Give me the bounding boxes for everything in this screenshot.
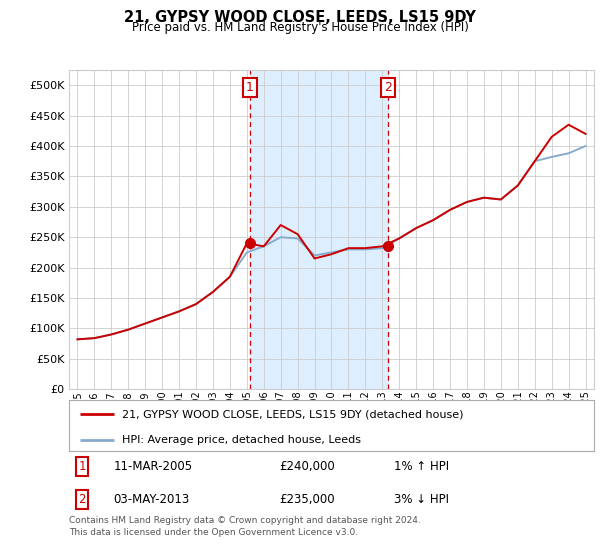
Text: 21, GYPSY WOOD CLOSE, LEEDS, LS15 9DY: 21, GYPSY WOOD CLOSE, LEEDS, LS15 9DY	[124, 10, 476, 25]
Text: 3% ↓ HPI: 3% ↓ HPI	[395, 493, 449, 506]
Text: 1% ↑ HPI: 1% ↑ HPI	[395, 460, 449, 473]
Text: 21, GYPSY WOOD CLOSE, LEEDS, LS15 9DY (detached house): 21, GYPSY WOOD CLOSE, LEEDS, LS15 9DY (d…	[121, 409, 463, 419]
Text: £240,000: £240,000	[279, 460, 335, 473]
Text: 1: 1	[246, 81, 254, 94]
Text: HPI: Average price, detached house, Leeds: HPI: Average price, detached house, Leed…	[121, 435, 361, 445]
Bar	[250, 70, 388, 389]
Text: £235,000: £235,000	[279, 493, 335, 506]
Text: Contains HM Land Registry data © Crown copyright and database right 2024.: Contains HM Land Registry data © Crown c…	[69, 516, 421, 525]
Text: 03-MAY-2013: 03-MAY-2013	[113, 493, 190, 506]
Text: This data is licensed under the Open Government Licence v3.0.: This data is licensed under the Open Gov…	[69, 528, 358, 536]
Text: 2: 2	[79, 493, 86, 506]
Text: 2: 2	[384, 81, 392, 94]
Text: 11-MAR-2005: 11-MAR-2005	[113, 460, 193, 473]
Text: 1: 1	[79, 460, 86, 473]
Text: Price paid vs. HM Land Registry's House Price Index (HPI): Price paid vs. HM Land Registry's House …	[131, 21, 469, 34]
